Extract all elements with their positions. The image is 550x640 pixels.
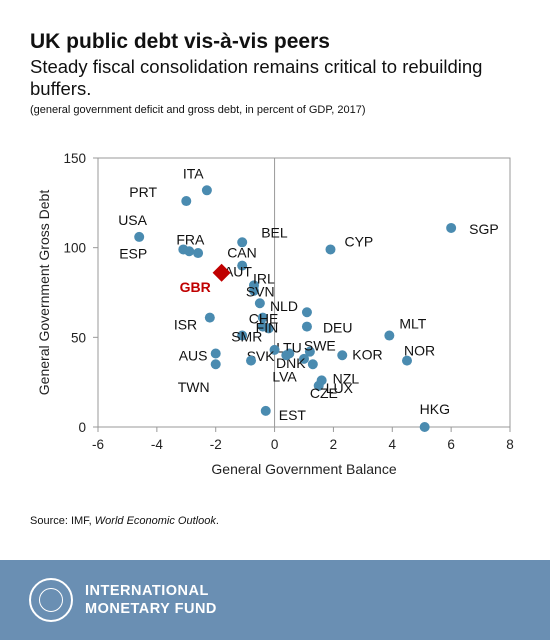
data-point [210,348,221,359]
data-point [193,248,204,259]
point-label: DEU [323,320,353,336]
point-label: TWN [178,379,210,395]
chart-title: UK public debt vis-à-vis peers [30,30,330,53]
y-tick-label: 150 [63,151,86,166]
data-point [237,330,248,341]
source-suffix: . [215,515,219,527]
point-label: CZE [310,385,338,401]
highlight-label: GBR [180,279,211,295]
data-point [263,323,274,334]
point-label: ISR [174,317,197,333]
x-tick-label: 4 [389,437,397,452]
data-point [281,350,292,361]
point-label: USA [118,212,147,228]
point-label: IRL [253,271,275,287]
point-label: MLT [399,316,426,332]
point-label: NLD [270,298,298,314]
data-point [257,312,268,323]
x-tick-label: 0 [271,437,279,452]
data-point [337,350,348,361]
data-point [384,330,395,341]
org-name-line2: MONETARY FUND [85,601,217,617]
source-prefix: Source: IMF, [30,515,95,527]
data-point [325,244,336,255]
data-point [402,355,412,366]
data-point [201,185,212,196]
data-point [181,196,192,207]
data-point [210,359,221,370]
data-point [204,312,215,323]
data-point [307,359,318,370]
imf-seal-icon [29,578,73,622]
point-label: EST [279,407,307,423]
point-label: BEL [261,224,288,240]
point-label: AUS [179,347,208,363]
point-label: CYP [344,233,373,249]
point-label: AUT [224,263,252,279]
data-point [184,246,195,257]
chart-note: (general government deficit and gross de… [30,104,366,116]
y-tick-label: 50 [71,330,86,345]
x-tick-label: -6 [92,437,104,452]
org-name: INTERNATIONAL MONETARY FUND [85,582,217,618]
point-label: PRT [129,184,157,200]
y-tick-label: 100 [63,241,86,256]
scatter-chart: -6 -4 -2 0 2 4 6 8 0 50 100 150 General Government B… [36,151,514,477]
data-point [299,353,309,364]
point-label: LUX [326,380,354,396]
x-tick-label: 6 [447,437,455,452]
highlight-point [212,263,231,282]
x-tick-label: 2 [330,437,338,452]
source-note: Source: IMF, World Economic Outlook. [30,515,219,527]
data-point [248,285,259,296]
point-label: LTU [276,339,301,355]
x-axis-title: General Government Balance [211,461,396,477]
x-tick-label: -4 [151,437,163,452]
data-point [254,298,265,309]
data-point [237,260,248,271]
point-label: SGP [469,221,499,237]
point-label: CAN [227,245,257,261]
point-label: NZL [333,370,360,386]
y-tick-label: 0 [78,420,86,435]
point-label: CHE [249,311,279,327]
point-label: SMR [231,329,262,345]
data-point [301,307,312,318]
x-tick-label: 8 [506,437,514,452]
point-label: ITA [183,165,204,181]
point-label: FIN [256,319,279,335]
data-point [301,321,312,332]
plot-frame [97,157,511,428]
footer-banner: INTERNATIONAL MONETARY FUND [0,560,550,640]
x-tick-label: -2 [210,437,222,452]
point-label: ESP [119,245,147,261]
data-point [313,380,324,391]
point-label: SVN [246,283,275,299]
data-point [419,422,430,432]
data-point [237,237,248,248]
point-label: NOR [404,343,435,359]
point-label: KOR [352,346,382,362]
point-label: LVA [272,368,297,384]
data-point [134,231,145,242]
point-label: HKG [420,401,450,417]
org-name-line1: INTERNATIONAL [85,583,209,599]
y-axis-title: General Government Gross Debt [36,190,52,396]
source-publication: World Economic Outlook [94,515,216,527]
data-point [246,355,257,366]
point-label: FRA [176,231,205,247]
chart-subtitle: Steady fiscal consolidation remains crit… [30,56,483,99]
data-point [260,405,271,416]
point-label: SWE [304,338,336,354]
data-point [269,344,280,355]
data-point [304,346,315,357]
data-point [446,222,457,233]
